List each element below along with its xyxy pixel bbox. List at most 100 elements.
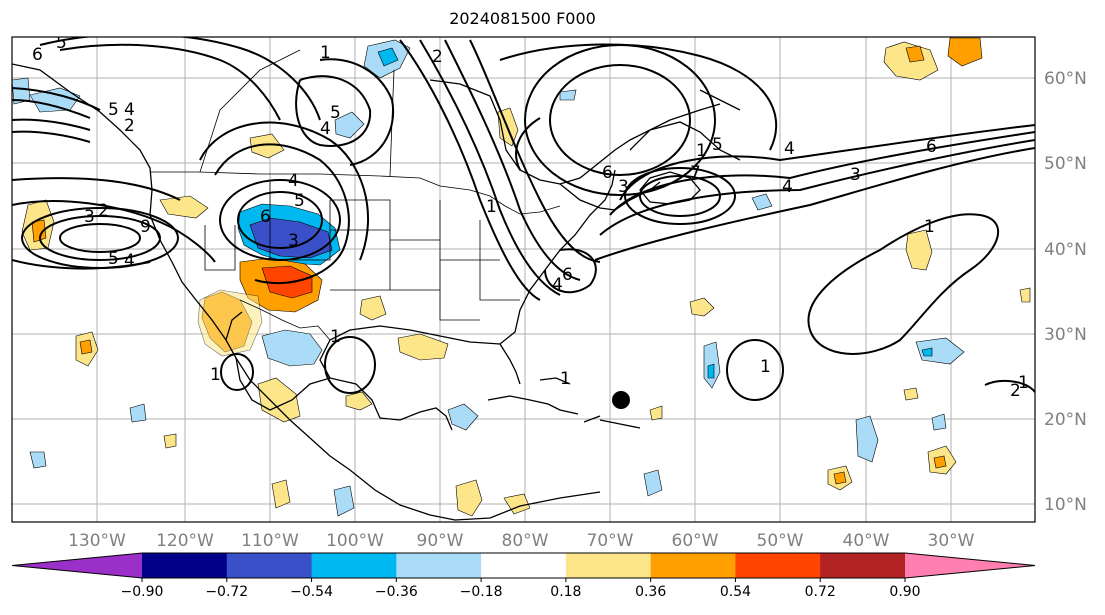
contour-label: 4 bbox=[782, 177, 793, 197]
lat-tick-label: 50°N bbox=[1044, 154, 1087, 174]
lightblue-alaska bbox=[12, 77, 31, 105]
colorbar-segment bbox=[735, 553, 821, 578]
contour-label: 3 bbox=[84, 207, 95, 227]
colorbar-segment bbox=[226, 553, 313, 578]
lon-tick-label: 40°W bbox=[843, 531, 890, 551]
lat-tick-label: 40°N bbox=[1044, 240, 1087, 260]
yellow-carib-2 bbox=[503, 493, 531, 515]
contour-label: 4 bbox=[784, 139, 795, 159]
lightblue-pac-3 bbox=[333, 485, 355, 517]
longitude-labels: 130°W 120°W 110°W 100°W 90°W 80°W 70°W 6… bbox=[68, 531, 975, 551]
colorbar-segment bbox=[650, 553, 736, 578]
colorbar: −0.90 −0.72 −0.54 −0.36 −0.18 0.18 0.36 0.54 0.7… bbox=[11, 552, 1036, 600]
colorbar-tick-label: 0.72 bbox=[805, 584, 836, 600]
yellow-atl-8 bbox=[649, 405, 663, 421]
contour-label: 5 bbox=[294, 191, 305, 211]
lat-tick-label: 10°N bbox=[1044, 495, 1087, 515]
colorbar-tick-label: −0.72 bbox=[205, 584, 248, 600]
lon-tick-label: 110°W bbox=[241, 531, 299, 551]
yellow-region-mex bbox=[197, 289, 263, 357]
lightblue-atl-4 bbox=[855, 415, 879, 463]
lightblue-bc bbox=[334, 111, 365, 139]
contours bbox=[12, 37, 1035, 401]
map-title: 2024081500 F000 bbox=[449, 9, 596, 28]
map-frame bbox=[11, 36, 1036, 523]
lat-tick-label: 20°N bbox=[1044, 410, 1087, 430]
colorbar-segment bbox=[481, 553, 567, 578]
yellow-gom bbox=[345, 391, 373, 411]
contour-label: 4 bbox=[124, 100, 135, 120]
yellow-atl-10 bbox=[1019, 287, 1031, 303]
lightblue-hudson bbox=[559, 89, 577, 101]
lightblue-gulf bbox=[261, 329, 323, 367]
contour-label: 4 bbox=[320, 119, 331, 139]
yellow-atl-9 bbox=[903, 387, 919, 401]
colorbar-tick-label: 0.54 bbox=[720, 584, 751, 600]
colorbar-segment bbox=[820, 553, 906, 578]
colorbar-tick-label: 0.18 bbox=[550, 584, 581, 600]
colorbar-segment bbox=[396, 553, 482, 578]
lightblue-nw bbox=[29, 87, 81, 113]
contour-label: 1 bbox=[560, 369, 571, 389]
lat-tick-label: 30°N bbox=[1044, 325, 1087, 345]
contour-label: 3 bbox=[850, 165, 861, 185]
contour-label: 1 bbox=[760, 357, 771, 377]
contour-label: 9 bbox=[140, 217, 151, 237]
blue-canada-1 bbox=[377, 47, 399, 67]
lightblue-pac-1 bbox=[129, 403, 147, 423]
contour-label: 2 bbox=[1010, 381, 1021, 401]
orange-pacific-1 bbox=[31, 219, 47, 243]
contour-label: 6 bbox=[926, 137, 937, 157]
shaded-fields bbox=[12, 37, 1031, 517]
lon-tick-label: 50°W bbox=[757, 531, 804, 551]
lon-tick-label: 70°W bbox=[587, 531, 634, 551]
contour-label: 5 bbox=[712, 135, 723, 155]
contour-label: 5 bbox=[108, 249, 119, 269]
lightblue-carib-2 bbox=[643, 469, 663, 497]
colorbar-extend-high bbox=[905, 553, 1035, 578]
contour-label: 4 bbox=[552, 275, 563, 295]
yellow-atl-1 bbox=[905, 229, 933, 271]
colorbar-tick-label: −0.36 bbox=[375, 584, 418, 600]
lightblue-pac-2 bbox=[29, 451, 47, 469]
lon-tick-label: 130°W bbox=[68, 531, 126, 551]
lightblue-atl-5 bbox=[931, 413, 947, 431]
orange-atl-6 bbox=[933, 455, 947, 469]
contour-label: 2 bbox=[124, 116, 135, 136]
contour-label: 6 bbox=[562, 265, 573, 285]
orange-pacific-2 bbox=[79, 339, 93, 355]
colorbar-tick-label: 0.36 bbox=[635, 584, 666, 600]
yellow-gulf bbox=[397, 333, 449, 361]
contour-label: 1 bbox=[320, 43, 331, 63]
latitude-labels: 60°N 50°N 40°N 30°N 20°N 10°N bbox=[1044, 69, 1087, 515]
lightblue-atl-1 bbox=[751, 193, 773, 211]
contour-label: 2 bbox=[432, 47, 443, 67]
lon-tick-label: 100°W bbox=[326, 531, 384, 551]
blue-atl-3 bbox=[921, 347, 933, 357]
contour-label: 1 bbox=[1018, 373, 1029, 393]
lat-tick-label: 60°N bbox=[1044, 69, 1087, 89]
lon-tick-label: 120°W bbox=[156, 531, 214, 551]
orange-atl-7 bbox=[833, 471, 847, 485]
contour-label: 2 bbox=[98, 201, 109, 221]
colorbar-segment bbox=[565, 553, 652, 578]
lon-tick-label: 80°W bbox=[502, 531, 549, 551]
yellow-us-1 bbox=[359, 295, 387, 321]
lon-tick-label: 90°W bbox=[417, 531, 464, 551]
contour-label: 6 bbox=[32, 45, 43, 65]
contour-label: 5 bbox=[108, 100, 119, 120]
lightblue-atl-3 bbox=[915, 337, 965, 365]
orange-iceland bbox=[947, 37, 983, 67]
contour-label: 6 bbox=[602, 163, 613, 183]
contour-label: 1 bbox=[486, 197, 497, 217]
contour-label: 3 bbox=[618, 177, 629, 197]
yellow-texas-coast bbox=[257, 377, 301, 423]
contour-label: 1 bbox=[210, 365, 221, 385]
colorbar-segment bbox=[142, 553, 228, 578]
contour-label: 6 bbox=[260, 207, 271, 227]
blue-atl-2 bbox=[707, 363, 715, 379]
colorbar-tick-label: 0.90 bbox=[889, 584, 920, 600]
yellow-atl-2 bbox=[689, 297, 715, 317]
location-marker bbox=[612, 391, 630, 409]
